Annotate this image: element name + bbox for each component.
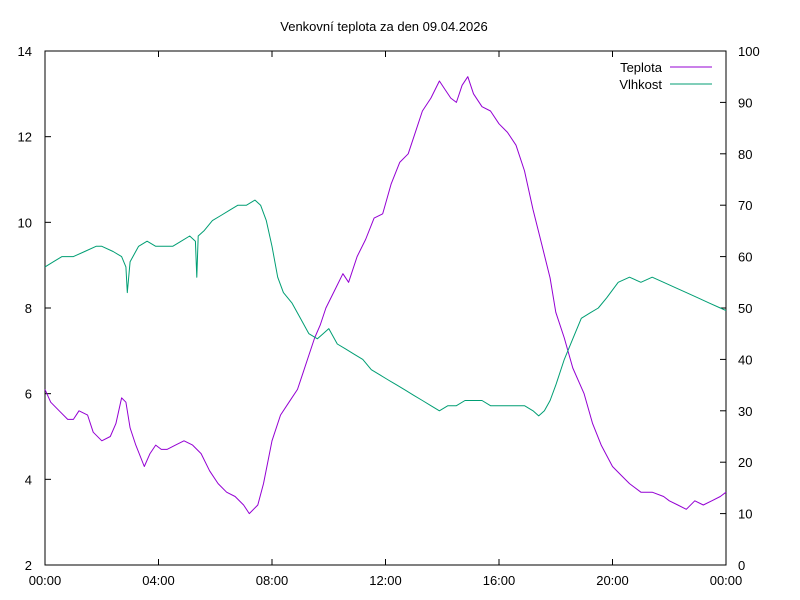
y-right-tick-label: 30 [738, 404, 752, 419]
legend-label-teplota: Teplota [620, 60, 663, 75]
y-right-tick-label: 90 [738, 95, 752, 110]
x-tick-label: 16:00 [483, 573, 516, 588]
x-tick-label: 04:00 [142, 573, 175, 588]
y-right-axis: 0 10 20 30 40 50 60 70 80 90 100 [720, 44, 760, 573]
y-right-tick-label: 100 [738, 44, 760, 59]
y-right-tick-label: 50 [738, 301, 752, 316]
plot-frame [44, 50, 727, 566]
x-tick-label: 00:00 [29, 573, 62, 588]
legend: Teplota Vlhkost [619, 60, 712, 92]
series-line-vlhkost [44, 199, 727, 417]
y-right-tick-label: 70 [738, 198, 752, 213]
legend-label-vlhkost: Vlhkost [619, 77, 662, 92]
y-left-tick-label: 10 [18, 215, 32, 230]
x-axis: 00:00 04:00 08:00 12:00 16:00 20:00 00:00 [29, 51, 743, 588]
x-tick-label: 08:00 [256, 573, 289, 588]
y-right-tick-label: 10 [738, 507, 752, 522]
y-right-tick-label: 0 [738, 558, 745, 573]
y-right-tick-label: 80 [738, 147, 752, 162]
y-left-tick-label: 4 [25, 472, 32, 487]
x-tick-label: 12:00 [369, 573, 402, 588]
y-left-axis: 2 4 6 8 10 12 14 [18, 44, 51, 573]
x-tick-label: 20:00 [596, 573, 629, 588]
y-left-tick-label: 2 [25, 558, 32, 573]
y-right-tick-label: 60 [738, 250, 752, 265]
y-left-tick-label: 12 [18, 130, 32, 145]
series-line-teplota [44, 76, 727, 515]
chart-title: Venkovní teplota za den 09.04.2026 [280, 19, 487, 34]
y-left-tick-label: 14 [18, 44, 32, 59]
y-left-tick-label: 6 [25, 387, 32, 402]
y-right-tick-label: 20 [738, 455, 752, 470]
series-layer [44, 76, 727, 515]
y-right-tick-label: 40 [738, 352, 752, 367]
x-tick-label: 00:00 [710, 573, 743, 588]
y-left-tick-label: 8 [25, 301, 32, 316]
